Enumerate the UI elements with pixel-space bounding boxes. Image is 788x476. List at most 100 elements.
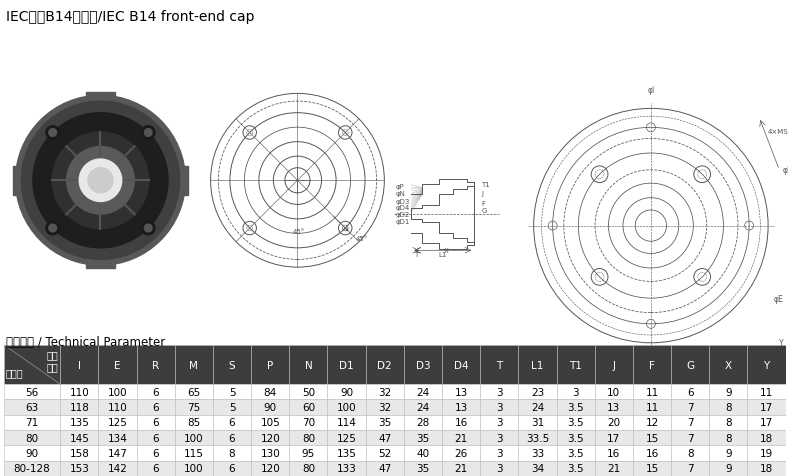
Circle shape <box>142 222 155 235</box>
Text: 技术参数 / Technical Parameter: 技术参数 / Technical Parameter <box>6 336 165 348</box>
Text: 21: 21 <box>455 433 468 443</box>
Bar <box>748 345 786 385</box>
Circle shape <box>144 225 152 232</box>
Text: R: R <box>152 360 159 370</box>
Text: IEC系列B14前端盖/IEC B14 front-end cap: IEC系列B14前端盖/IEC B14 front-end cap <box>6 10 255 24</box>
Text: 24: 24 <box>416 402 429 412</box>
Bar <box>480 385 519 400</box>
Text: J: J <box>481 190 483 196</box>
Text: P: P <box>267 360 273 370</box>
Text: 31: 31 <box>531 417 544 427</box>
Text: 6: 6 <box>152 463 159 473</box>
Text: L1: L1 <box>531 360 544 370</box>
Text: φD1: φD1 <box>396 218 410 224</box>
Bar <box>366 430 403 446</box>
Bar <box>366 461 403 476</box>
Text: 45°: 45° <box>355 236 368 242</box>
Circle shape <box>67 147 134 215</box>
Bar <box>442 385 480 400</box>
Bar <box>213 400 251 415</box>
Bar <box>251 415 289 430</box>
Circle shape <box>16 96 185 266</box>
Bar <box>595 385 633 400</box>
Bar <box>60 461 98 476</box>
Text: 4×MS: 4×MS <box>768 129 788 134</box>
Text: 80: 80 <box>302 433 315 443</box>
Text: 158: 158 <box>69 448 89 458</box>
Text: φM: φM <box>782 166 788 175</box>
Text: 125: 125 <box>336 433 356 443</box>
Text: 32: 32 <box>378 387 392 397</box>
Text: 28: 28 <box>416 417 429 427</box>
Circle shape <box>46 127 59 140</box>
Bar <box>251 461 289 476</box>
Bar <box>175 461 213 476</box>
Text: 21: 21 <box>608 463 620 473</box>
Text: 45°: 45° <box>292 229 305 235</box>
Text: 6: 6 <box>152 417 159 427</box>
Text: X: X <box>725 360 732 370</box>
Bar <box>86 261 115 268</box>
Text: 75: 75 <box>188 402 200 412</box>
Bar <box>442 400 480 415</box>
Bar <box>519 446 556 461</box>
Text: 4×φR: 4×φR <box>708 354 727 360</box>
Bar <box>213 446 251 461</box>
Text: 16: 16 <box>455 417 468 427</box>
Bar <box>366 345 403 385</box>
Bar <box>748 415 786 430</box>
Text: L1: L1 <box>439 252 447 258</box>
Bar <box>480 461 519 476</box>
Text: 12: 12 <box>645 417 659 427</box>
Text: 133: 133 <box>336 463 356 473</box>
Text: 15: 15 <box>645 433 659 443</box>
Bar <box>633 430 671 446</box>
Bar <box>748 385 786 400</box>
Bar <box>213 461 251 476</box>
Bar <box>98 415 136 430</box>
Bar <box>442 415 480 430</box>
Bar <box>213 385 251 400</box>
Circle shape <box>49 225 57 232</box>
Text: φN: φN <box>396 190 406 196</box>
Bar <box>251 345 289 385</box>
Bar <box>213 345 251 385</box>
Text: 35: 35 <box>378 417 392 427</box>
Text: 35: 35 <box>416 433 429 443</box>
Text: 7: 7 <box>687 463 693 473</box>
Text: 7: 7 <box>687 433 693 443</box>
Text: 机座号: 机座号 <box>6 368 23 378</box>
Bar <box>175 415 213 430</box>
Text: 6: 6 <box>152 387 159 397</box>
Bar <box>403 446 442 461</box>
Text: 6: 6 <box>152 433 159 443</box>
Bar <box>748 461 786 476</box>
Text: 3.5: 3.5 <box>567 402 584 412</box>
Text: N: N <box>304 360 312 370</box>
Bar <box>480 400 519 415</box>
Text: 135: 135 <box>336 448 356 458</box>
Text: 60: 60 <box>302 402 315 412</box>
Bar <box>98 446 136 461</box>
Bar <box>136 461 175 476</box>
Bar <box>289 415 328 430</box>
Bar <box>366 400 403 415</box>
Bar <box>556 430 595 446</box>
Text: 3.5: 3.5 <box>567 448 584 458</box>
Text: Y: Y <box>779 338 784 347</box>
Bar <box>671 461 709 476</box>
Bar <box>213 430 251 446</box>
Bar <box>480 345 519 385</box>
Text: 70: 70 <box>302 417 315 427</box>
Text: 3: 3 <box>496 463 503 473</box>
Text: 6: 6 <box>229 417 236 427</box>
Text: G: G <box>481 208 487 214</box>
Bar <box>633 415 671 430</box>
Bar <box>4 430 60 446</box>
Bar <box>328 461 366 476</box>
Text: 代号: 代号 <box>47 349 58 359</box>
Text: 80: 80 <box>25 433 39 443</box>
Text: 84: 84 <box>263 387 277 397</box>
Bar <box>251 430 289 446</box>
Bar <box>709 461 748 476</box>
